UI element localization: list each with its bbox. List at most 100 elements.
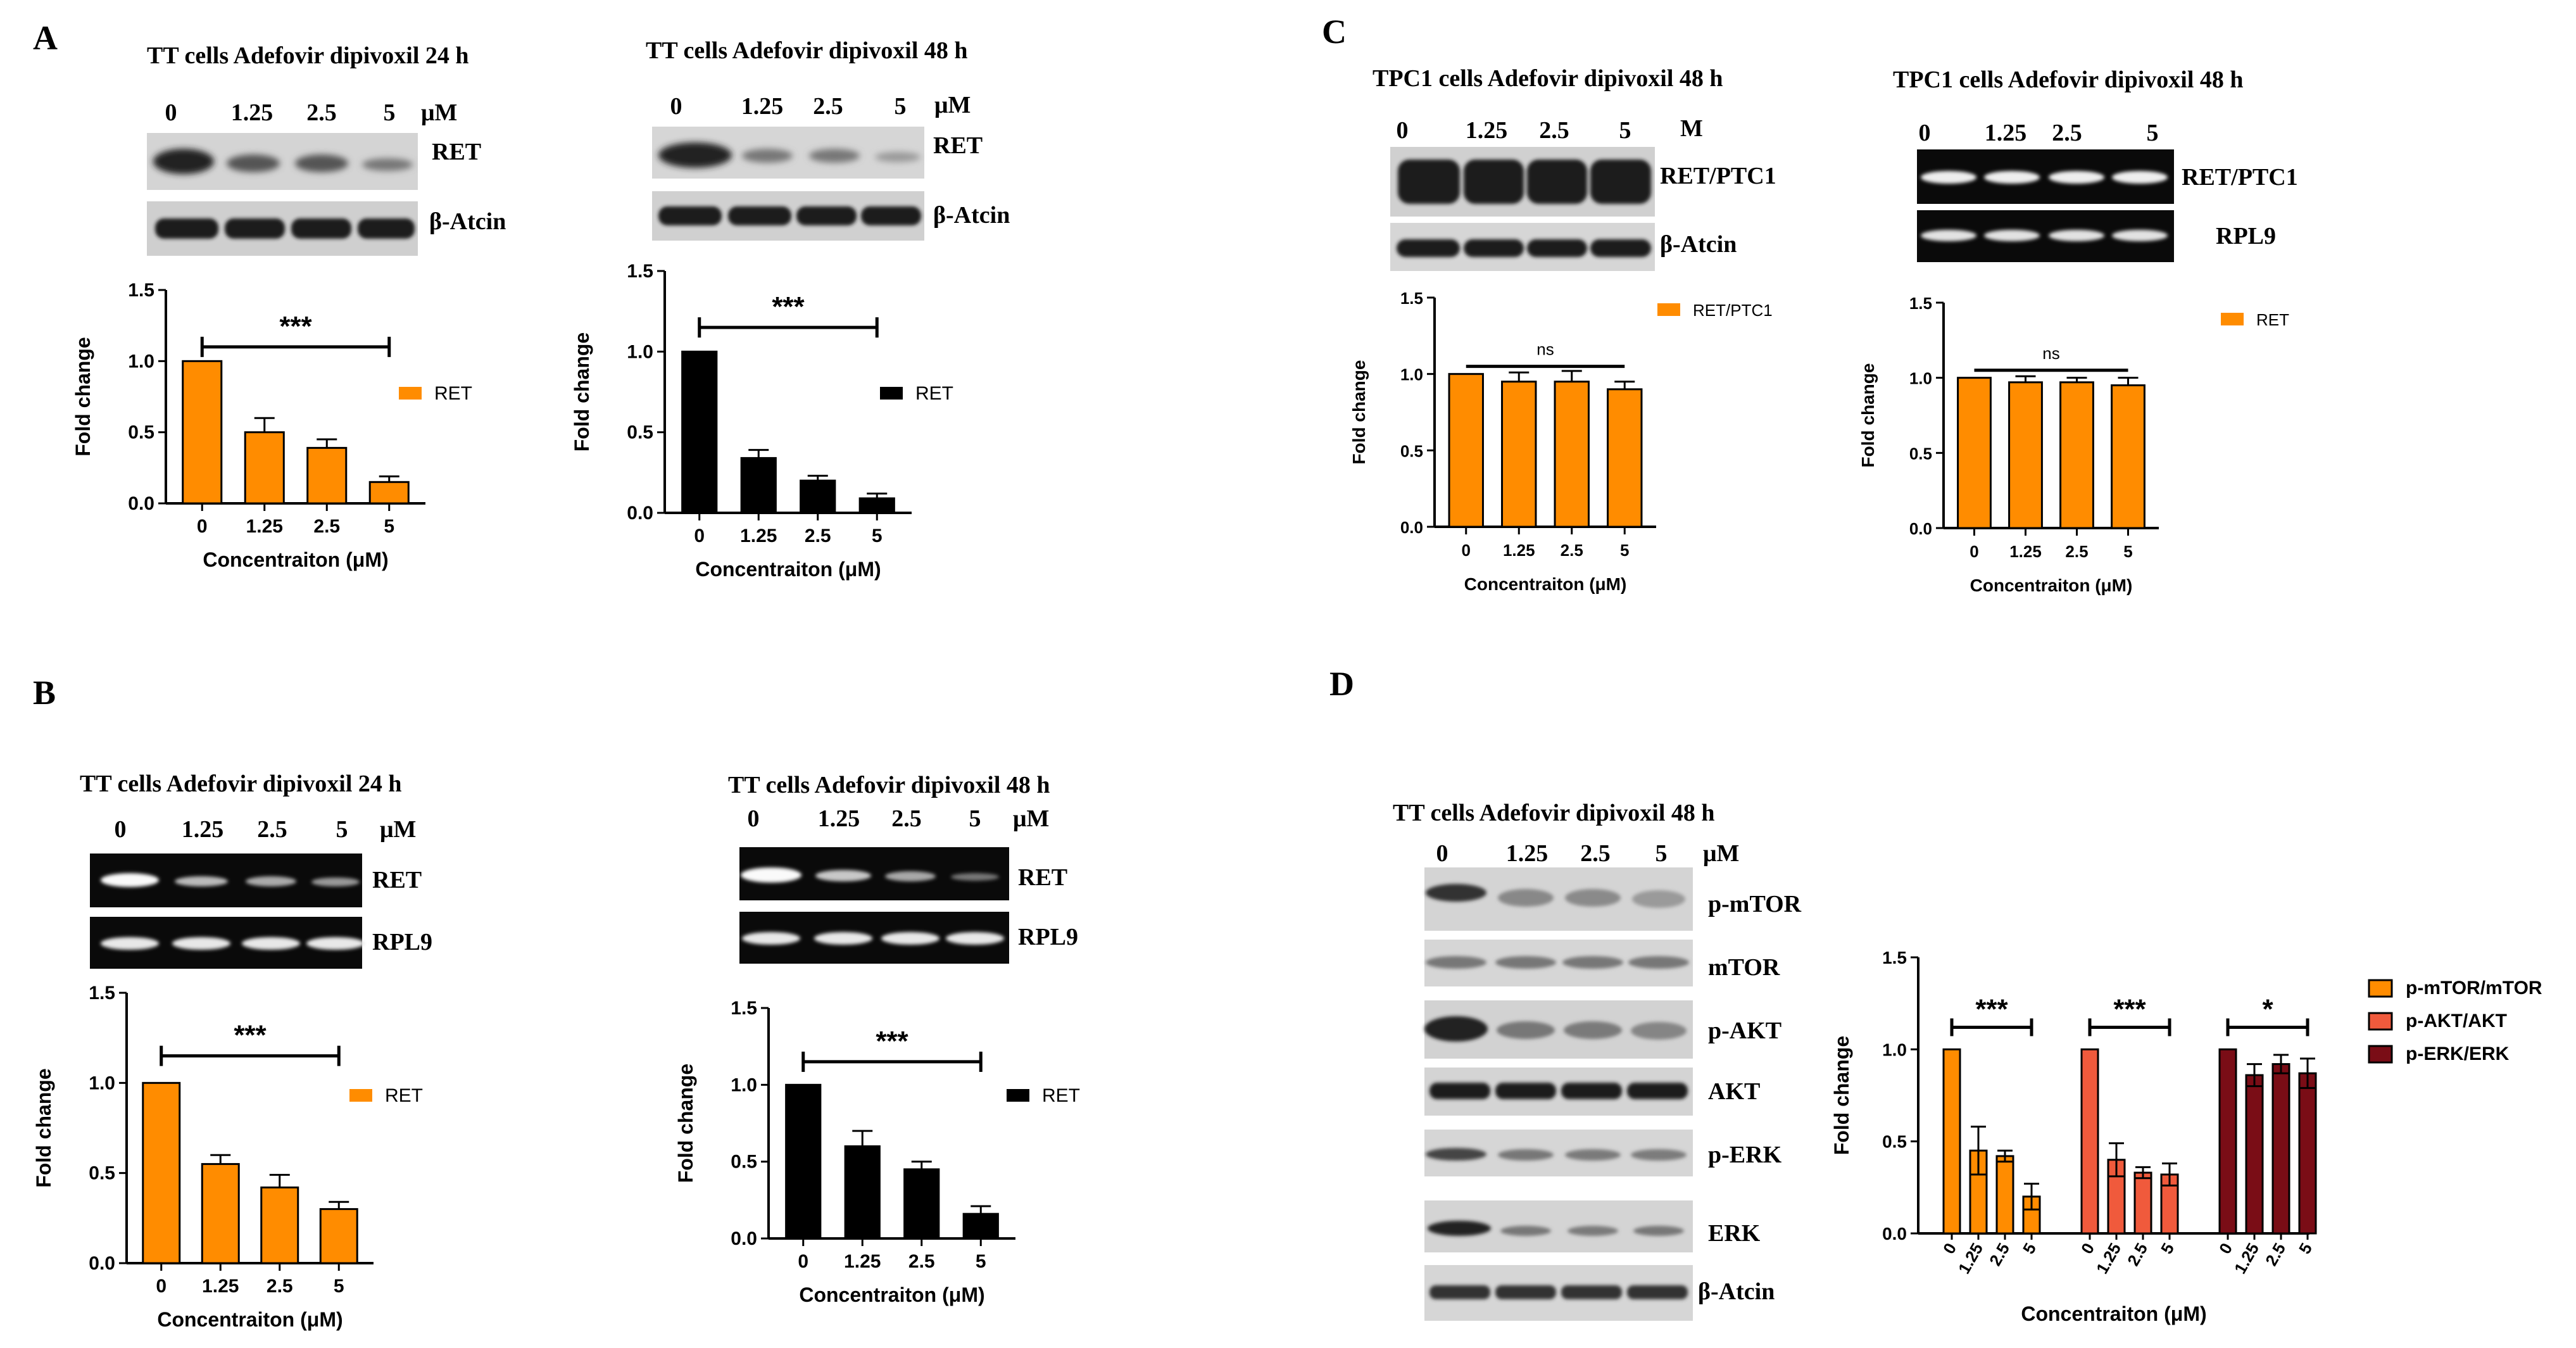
panel-b-right-title: TT cells Adefovir dipivoxil 48 h (728, 772, 1050, 798)
bar (1942, 1048, 1961, 1235)
band-label: β-Atcin (1698, 1278, 1775, 1305)
x-axis-title: Concentraiton (μM) (695, 558, 881, 581)
panel-d-title: TT cells Adefovir dipivoxil 48 h (1393, 800, 1715, 826)
significance-label: *** (772, 291, 805, 322)
bar (740, 457, 777, 514)
bar (2133, 1171, 2152, 1235)
bar (2080, 1048, 2099, 1235)
gel-band (1921, 230, 2168, 241)
x-tick-label: 5 (2157, 1240, 2178, 1257)
bar (319, 1208, 358, 1264)
legend-swatch (2368, 1012, 2393, 1031)
blot-band (1426, 956, 1689, 969)
y-axis-title: Fold change (72, 337, 94, 456)
lane-label: 5 (895, 93, 907, 120)
band-label: RET (933, 132, 983, 159)
y-tick-label: 0.5 (627, 422, 653, 443)
bar (2008, 381, 2043, 529)
y-tick-label: 0.5 (128, 422, 154, 443)
bar (1501, 381, 1537, 528)
gel-band (101, 873, 360, 887)
lane-label: 1.25 (1985, 120, 2027, 146)
y-tick-label: 1.0 (89, 1073, 115, 1093)
x-tick-label: 0 (2077, 1240, 2098, 1257)
lane-label: 1.25 (1506, 840, 1549, 867)
band-label: ERK (1708, 1220, 1761, 1247)
x-tick-label: 0 (197, 516, 208, 537)
x-tick-label: 5 (2295, 1240, 2316, 1257)
bar (2059, 381, 2094, 529)
y-tick-label: 1.0 (1400, 365, 1423, 384)
gel-band (741, 867, 999, 883)
y-tick-label: 1.0 (128, 351, 154, 372)
bar (2271, 1063, 2290, 1235)
lane-label: 2.5 (306, 99, 337, 126)
x-tick-label: 0 (1970, 542, 1978, 561)
blot-band (1428, 1221, 1684, 1236)
panel-c-right-gel: RET/PTC1 RPL9 (1917, 149, 2298, 262)
panel-b-left-gel: RET RPL9 (90, 854, 432, 969)
panel-a-right-chart: 0.0 0.5 1.0 1.5 Fold change 0 1.25 2.5 5 Concentr… (570, 261, 953, 581)
panel-d-chart: 0.0 0.5 1.0 1.5 Fold change Concentraiton (μM… (1830, 948, 2542, 1325)
bar (1995, 1155, 2014, 1235)
x-tick-label: 2.5 (313, 516, 340, 537)
band-label: β-Atcin (933, 202, 1010, 229)
x-tick-label: 2.5 (1561, 541, 1583, 560)
y-tick-label: 1.5 (1909, 294, 1932, 313)
bar (306, 446, 348, 505)
lane-label: 0 (1919, 120, 1931, 146)
x-tick-label: 1.25 (246, 516, 283, 537)
x-tick-label: 0 (1462, 541, 1471, 560)
lane-label: 2.5 (257, 816, 287, 843)
bar (244, 431, 285, 505)
legend-swatch (2368, 1045, 2393, 1064)
blot-band (1424, 1016, 1687, 1042)
y-tick-label: 0.5 (1400, 441, 1423, 460)
x-tick-label: 0 (694, 526, 705, 546)
panel-b-right-lane-labels: 0 1.25 2.5 5 μM (748, 805, 1050, 832)
band-label: RPL9 (2216, 223, 2276, 249)
legend-label: RET (385, 1085, 423, 1106)
lane-label: 0 (115, 816, 127, 843)
lane-label: 2.5 (813, 93, 843, 120)
lane-label: 2.5 (891, 805, 922, 832)
panel-letter-a: A (33, 19, 58, 57)
significance-label: *** (279, 311, 312, 342)
y-tick-label: 0.0 (128, 493, 154, 514)
bar (903, 1168, 940, 1240)
x-tick-label: 1.25 (2009, 542, 2042, 561)
bar (2218, 1048, 2237, 1235)
x-tick-label: 5 (2123, 542, 2132, 561)
y-tick-label: 1.5 (1882, 948, 1907, 967)
panel-b-left-lane-labels: 0 1.25 2.5 5 μM (115, 816, 417, 843)
x-tick-label: 5 (384, 516, 394, 537)
y-tick-label: 0.5 (1909, 444, 1932, 463)
legend-label: p-ERK/ERK (2406, 1043, 2510, 1064)
y-tick-label: 1.5 (731, 998, 757, 1019)
band-label: p-ERK (1708, 1142, 1782, 1168)
gel-band (742, 932, 1004, 945)
x-axis-title: Concentraiton (μM) (157, 1308, 342, 1331)
lane-label: 0 (670, 93, 682, 120)
band-label: RET/PTC1 (1660, 163, 1776, 189)
legend-label: RET/PTC1 (1693, 301, 1773, 320)
significance-label: *** (2113, 993, 2146, 1024)
bar (182, 360, 223, 505)
panel-c-left-title: TPC1 cells Adefovir dipivoxil 48 h (1373, 65, 1723, 92)
band-label: AKT (1708, 1078, 1760, 1105)
legend-swatch (880, 387, 903, 400)
lane-unit-label: M (1680, 115, 1703, 142)
blot-band (1426, 1148, 1687, 1161)
x-axis-title: Concentraiton (μM) (1464, 574, 1627, 594)
y-axis-title: Fold change (570, 332, 593, 451)
y-tick-label: 1.0 (1909, 369, 1932, 388)
x-tick-label: 5 (2019, 1240, 2040, 1257)
blot-band (153, 149, 413, 174)
bar (2111, 384, 2146, 529)
panel-b-right-gel: RET RPL9 (739, 847, 1078, 964)
lane-label: 5 (336, 816, 348, 843)
y-tick-label: 0.0 (731, 1228, 757, 1249)
x-tick-label: 1.25 (1954, 1240, 1987, 1277)
significance-label: *** (876, 1026, 908, 1057)
y-tick-label: 1.5 (128, 280, 154, 301)
